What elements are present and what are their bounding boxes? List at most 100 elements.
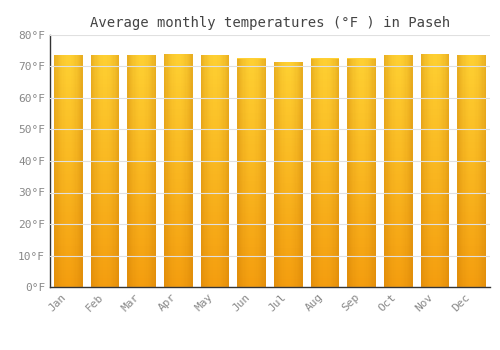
Bar: [391, 55, 392, 287]
Bar: [200, 246, 230, 250]
Bar: [248, 58, 250, 287]
Bar: [59, 55, 60, 287]
Bar: [384, 220, 412, 223]
Bar: [274, 172, 302, 174]
Bar: [200, 200, 230, 203]
Bar: [420, 127, 450, 130]
Bar: [90, 113, 120, 116]
Bar: [274, 242, 302, 245]
Bar: [128, 177, 156, 180]
Bar: [274, 211, 302, 214]
Bar: [331, 58, 332, 287]
Bar: [384, 131, 412, 134]
Bar: [420, 182, 450, 185]
Bar: [262, 58, 264, 287]
Bar: [274, 129, 302, 132]
Bar: [384, 148, 412, 151]
Bar: [384, 67, 412, 70]
Bar: [54, 188, 82, 191]
Bar: [310, 250, 340, 253]
Bar: [54, 206, 82, 209]
Bar: [222, 55, 224, 287]
Bar: [348, 175, 376, 178]
Bar: [145, 55, 146, 287]
Bar: [348, 278, 376, 281]
Bar: [90, 105, 120, 107]
Bar: [420, 266, 450, 270]
Bar: [128, 174, 156, 177]
Bar: [164, 121, 192, 124]
Bar: [274, 278, 302, 281]
Bar: [164, 179, 192, 182]
Bar: [90, 197, 120, 200]
Bar: [90, 133, 120, 136]
Bar: [54, 113, 82, 116]
Bar: [324, 58, 325, 287]
Bar: [458, 270, 486, 273]
Bar: [458, 215, 486, 218]
Bar: [310, 224, 340, 227]
Bar: [200, 177, 230, 180]
Bar: [363, 58, 364, 287]
Bar: [458, 145, 486, 148]
Bar: [470, 55, 472, 287]
Bar: [274, 250, 302, 253]
Bar: [200, 232, 230, 235]
Bar: [458, 55, 486, 58]
Bar: [310, 196, 340, 198]
Bar: [420, 106, 450, 109]
Bar: [238, 141, 266, 144]
Bar: [164, 54, 165, 287]
Bar: [447, 54, 448, 287]
Bar: [128, 93, 156, 96]
Bar: [164, 68, 192, 71]
Bar: [54, 270, 82, 273]
Bar: [54, 116, 82, 119]
Bar: [420, 80, 450, 83]
Bar: [238, 273, 266, 275]
Bar: [200, 81, 230, 84]
Bar: [348, 210, 376, 213]
Bar: [458, 131, 486, 134]
Bar: [420, 231, 450, 235]
Bar: [310, 58, 312, 287]
Bar: [90, 217, 120, 220]
Bar: [348, 98, 376, 101]
Bar: [238, 241, 266, 244]
Bar: [274, 169, 302, 172]
Bar: [56, 55, 58, 287]
Bar: [348, 273, 376, 275]
Bar: [54, 99, 82, 102]
Bar: [200, 220, 230, 223]
Bar: [128, 240, 156, 244]
Bar: [384, 186, 412, 189]
Bar: [90, 131, 120, 134]
Bar: [409, 55, 410, 287]
Bar: [54, 105, 82, 107]
Bar: [384, 240, 412, 244]
Bar: [164, 97, 192, 100]
Bar: [296, 62, 298, 287]
Bar: [395, 55, 396, 287]
Bar: [54, 128, 82, 131]
Bar: [254, 58, 255, 287]
Bar: [384, 81, 412, 84]
Bar: [164, 237, 192, 240]
Bar: [420, 199, 450, 203]
Bar: [90, 107, 120, 111]
Bar: [420, 255, 450, 258]
Bar: [165, 54, 166, 287]
Bar: [54, 154, 82, 157]
Bar: [348, 127, 376, 130]
Bar: [420, 278, 450, 281]
Bar: [200, 76, 230, 79]
Bar: [274, 154, 302, 158]
Bar: [348, 67, 376, 70]
Bar: [54, 191, 82, 194]
Bar: [420, 173, 450, 176]
Bar: [164, 194, 192, 197]
Bar: [200, 67, 230, 70]
Bar: [238, 150, 266, 153]
Bar: [420, 226, 450, 229]
Bar: [384, 119, 412, 122]
